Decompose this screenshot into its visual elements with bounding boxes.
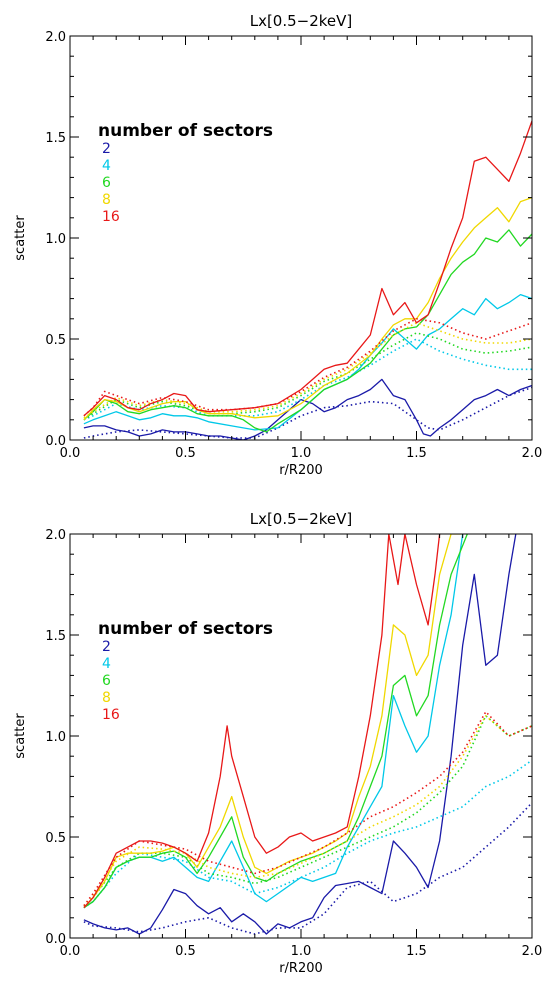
legend-entry-2: 2	[102, 639, 111, 655]
legend-entry-8: 8	[102, 690, 111, 706]
x-tick-label: 0.0	[60, 446, 81, 461]
chart-panel-2: 0.0 0.5 1.0 1.5 2.0 0.0 0.5 1.0 1.5 2.0 Lx[0.5−2ke…	[13, 510, 542, 976]
legend-entry-16: 16	[102, 707, 120, 723]
x-tick-label: 1.5	[406, 944, 427, 959]
series-line-16-solid	[83, 120, 532, 417]
y-tick-label: 1.5	[45, 131, 66, 146]
y-tick-label: 0.0	[45, 932, 66, 947]
plot-frame	[69, 35, 533, 441]
y-tick-label: 0.5	[45, 333, 66, 348]
series-line-4-solid	[83, 534, 464, 909]
y-axis-label: scatter	[13, 215, 28, 261]
legend-entry-6: 6	[102, 673, 111, 689]
series-line-8-dotted	[83, 714, 532, 907]
legend-entry-2: 2	[102, 141, 111, 157]
x-tick-label: 1.0	[291, 944, 312, 959]
y-tick-label: 1.0	[45, 730, 66, 745]
chart-title: Lx[0.5−2keV]	[250, 510, 353, 528]
legend-entry-16: 16	[102, 209, 120, 225]
series-line-6-solid	[83, 229, 532, 433]
y-tick-label: 0.5	[45, 831, 66, 846]
series-line-16-solid	[83, 534, 441, 909]
series-line-4-dotted	[83, 759, 532, 909]
x-tick-label: 2.0	[522, 944, 543, 959]
series-line-16-dotted	[83, 317, 532, 417]
series-line-6-dotted	[83, 332, 532, 421]
chart-title: Lx[0.5−2keV]	[250, 12, 353, 30]
x-axis-label: r/R200	[279, 961, 323, 976]
legend-entry-6: 6	[102, 175, 111, 191]
series-line-2-dotted	[83, 802, 532, 935]
x-tick-label: 1.0	[291, 446, 312, 461]
series-line-8-dotted	[83, 321, 532, 419]
chart-panel-1: 0.0 0.5 1.0 1.5 2.0 0.0 0.5 1.0 1.5 2.0 Lx[0.5−2ke…	[13, 12, 542, 478]
y-tick-label: 2.0	[45, 528, 66, 543]
series-line-16-dotted	[83, 710, 532, 907]
series-line-6-solid	[83, 534, 468, 909]
series-group	[83, 534, 532, 935]
x-tick-label: 0.5	[175, 446, 196, 461]
series-group	[83, 120, 532, 440]
series-line-2-solid	[83, 378, 532, 440]
x-tick-label: 1.5	[406, 446, 427, 461]
x-axis-label: r/R200	[279, 463, 323, 478]
legend-entry-4: 4	[102, 656, 111, 672]
y-tick-label: 0.0	[45, 434, 66, 449]
series-line-6-dotted	[83, 714, 532, 909]
y-tick-label: 1.0	[45, 232, 66, 247]
series-line-8-solid	[83, 196, 532, 421]
legend-entry-4: 4	[102, 158, 111, 174]
legend-title: number of sectors	[98, 121, 273, 141]
y-tick-label: 2.0	[45, 30, 66, 45]
x-tick-label: 2.0	[522, 446, 543, 461]
y-axis-label: scatter	[13, 713, 28, 759]
series-line-8-solid	[83, 534, 463, 909]
legend-title: number of sectors	[98, 619, 273, 639]
y-tick-label: 1.5	[45, 629, 66, 644]
x-tick-label: 0.5	[175, 944, 196, 959]
series-line-2-solid	[83, 534, 517, 935]
x-tick-label: 0.0	[60, 944, 81, 959]
legend-entry-8: 8	[102, 192, 111, 208]
